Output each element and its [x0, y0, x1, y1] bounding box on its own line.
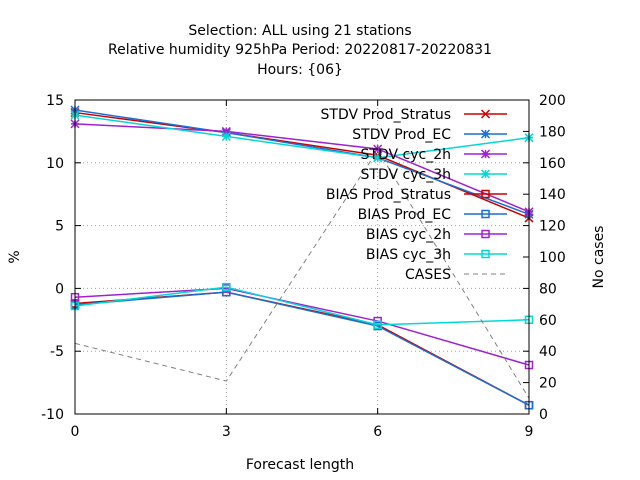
- series-line-6: [74, 287, 530, 366]
- plot-series: [70, 105, 534, 410]
- y-tick-label: 0: [55, 281, 64, 297]
- series-line-0: [74, 111, 530, 219]
- series-line-8: [74, 149, 530, 399]
- y-tick-label: 10: [46, 156, 64, 172]
- data-point: [222, 282, 231, 292]
- data-point: [373, 320, 382, 330]
- y2-tick-label: 60: [539, 313, 557, 329]
- legend-marker: [481, 229, 490, 239]
- y2-tick-label: 20: [539, 376, 557, 392]
- y-axis-label: %: [7, 250, 23, 263]
- legend-marker: [480, 149, 491, 159]
- legend-label-1: STDV Prod_EC: [352, 127, 451, 143]
- y2-tick-label: 0: [539, 407, 548, 423]
- legend-label-2: STDV cyc_2h: [361, 147, 451, 163]
- legend: STDV Prod_Stratus STDV Prod_EC STDV cyc_2h…: [321, 107, 507, 283]
- legend-label-6: BIAS cyc_2h: [366, 227, 451, 243]
- y-tick-label: 15: [46, 93, 64, 109]
- y2-tick-label: 180: [539, 124, 566, 140]
- y-tick-label: -10: [41, 407, 64, 423]
- y2-tick-label: 80: [539, 281, 557, 297]
- series-line-5: [74, 291, 530, 406]
- legend-label-4: BIAS Prod_Stratus: [326, 187, 451, 203]
- y2-tick-label: 120: [539, 219, 566, 235]
- y2-axis-label: No cases: [591, 226, 607, 289]
- x-tick-label: 9: [525, 424, 534, 440]
- legend-label-5: BIAS Prod_EC: [358, 207, 452, 223]
- title-line-2: Relative humidity 925hPa Period: 2022081…: [108, 42, 492, 58]
- plot-frame: [74, 99, 530, 415]
- series-line-7: [74, 286, 530, 326]
- series-line-2: [74, 123, 530, 213]
- axes: 0 3 6 9 -10 -5 0 5 10 15 0 20 40 60 80 100 120 140 160 180 2…: [41, 93, 566, 440]
- marker-stroke: [480, 109, 491, 119]
- y2-tick-label: 40: [539, 344, 557, 360]
- data-point: [221, 131, 231, 141]
- legend-marker: [480, 129, 491, 139]
- y2-tick-label: 140: [539, 187, 566, 203]
- legend-label-0: STDV Prod_Stratus: [321, 107, 451, 123]
- legend-marker: [480, 169, 491, 179]
- data-point: [373, 144, 383, 154]
- x-tick-label: 3: [222, 424, 231, 440]
- legend-marker: [480, 109, 491, 119]
- y2-tick-label: 100: [539, 250, 566, 266]
- title-line-1: Selection: ALL using 21 stations: [188, 23, 411, 39]
- title-line-3: Hours: {06}: [257, 62, 343, 78]
- legend-marker: [481, 249, 490, 259]
- legend-label-7: BIAS cyc_3h: [366, 247, 451, 263]
- series-line-1: [74, 109, 530, 215]
- legend-label-3: STDV cyc_3h: [361, 167, 451, 183]
- y-tick-label: 5: [55, 219, 64, 235]
- y-tick-label: -5: [50, 344, 64, 360]
- x-axis-label: Forecast length: [246, 457, 354, 473]
- legend-marker: [481, 209, 490, 219]
- legend-marker: [481, 189, 490, 199]
- series-line-3: [74, 114, 530, 159]
- x-tick-label: 0: [71, 424, 80, 440]
- chart-title: Selection: ALL using 21 stations Relativ…: [108, 23, 492, 78]
- y2-tick-label: 160: [539, 156, 566, 172]
- x-tick-label: 6: [373, 424, 382, 440]
- y2-tick-label: 200: [539, 93, 566, 109]
- legend-label-8: CASES: [405, 267, 451, 283]
